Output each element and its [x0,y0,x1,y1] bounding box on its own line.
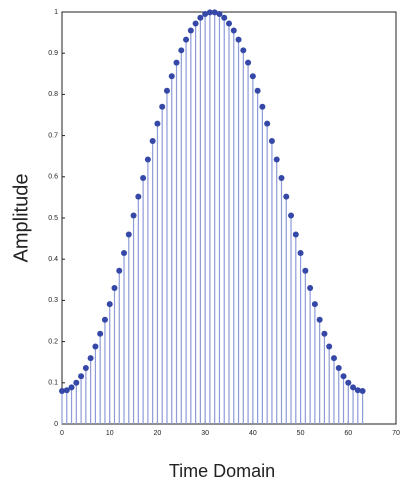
stem-marker [111,285,118,292]
stem-marker [59,388,65,395]
y-tick-label: 0.3 [48,297,58,304]
stem-marker [173,59,180,66]
stem-marker [197,14,204,21]
stem-marker [288,212,295,219]
stem-marker [249,73,256,80]
stem-marker [235,36,242,43]
stem-marker [106,301,113,308]
stem-marker [101,316,108,323]
x-tick-label: 60 [344,430,352,437]
stem-marker [240,47,247,54]
stem-marker [192,20,199,27]
stem-marker [135,193,142,200]
x-tick-label: 50 [297,430,305,437]
stem-marker [292,231,299,238]
stem-marker [350,384,357,391]
stem-marker [330,355,337,362]
y-tick-label: 0.1 [48,380,58,387]
stem-marker [345,379,352,386]
stem-marker [149,137,156,144]
stem-marker [144,156,151,163]
y-tick-label: 0.7 [48,132,58,139]
x-tick-label: 70 [392,430,400,437]
stem-marker [245,59,252,66]
x-tick-label: 20 [154,430,162,437]
stem-marker [359,388,366,395]
y-tick-label: 0 [54,421,58,428]
stem-marker [335,364,342,371]
y-tick-label: 0.5 [48,215,58,222]
stem-marker [307,285,314,292]
stem-marker [216,11,223,18]
stem-marker [226,20,232,27]
y-tick-label: 0.8 [48,91,58,98]
stem-marker [316,316,323,323]
y-tick-label: 0.9 [48,50,58,57]
stem-marker [116,267,123,274]
stem-marker [125,231,132,238]
stem-marker [340,373,347,380]
stem-marker [183,36,190,43]
stem-marker [159,103,166,110]
stem-marker [202,11,209,18]
stem-marker [187,27,194,34]
stem-marker [168,73,175,80]
stem-marker [268,137,275,144]
stem-marker [211,9,218,16]
y-tick-label: 0.6 [48,174,58,181]
stem-marker [87,355,94,362]
y-tick-label: 0.4 [48,256,58,263]
stem-marker [326,343,333,350]
x-axis-label: Time Domain [169,461,275,481]
stem-marker [254,87,261,94]
y-tick-label: 0.2 [48,338,58,345]
x-tick-label: 10 [106,430,114,437]
stem-marker [68,384,75,391]
stem-marker [92,343,99,350]
stem-marker [163,87,170,94]
stem-marker [140,175,147,182]
stem-marker [259,103,266,110]
stem-marker [97,330,104,337]
stem-marker [278,175,285,182]
stem-marker [82,364,89,371]
stem-marker [311,301,318,308]
stem-marker [321,330,328,337]
stem-marker [130,212,137,219]
y-axis-label: Amplitude [10,174,32,263]
x-tick-label: 40 [249,430,257,437]
stem-marker [264,120,271,127]
y-tick-label: 1 [54,9,58,16]
stem-marker [221,14,228,21]
stem-marker [206,9,213,16]
stem-marker [297,250,304,257]
stem-marker [302,267,309,274]
stem-marker [283,193,290,200]
stem-marker [73,379,80,386]
stem-marker [230,27,237,34]
x-tick-label: 0 [60,430,64,437]
stem-marker [78,373,85,380]
x-tick-label: 30 [201,430,209,437]
stem-marker [273,156,280,163]
stem-marker [354,387,361,394]
stem-marker [178,47,185,54]
stem-marker [154,120,161,127]
stem-marker [121,250,128,257]
stem-marker [63,387,70,394]
